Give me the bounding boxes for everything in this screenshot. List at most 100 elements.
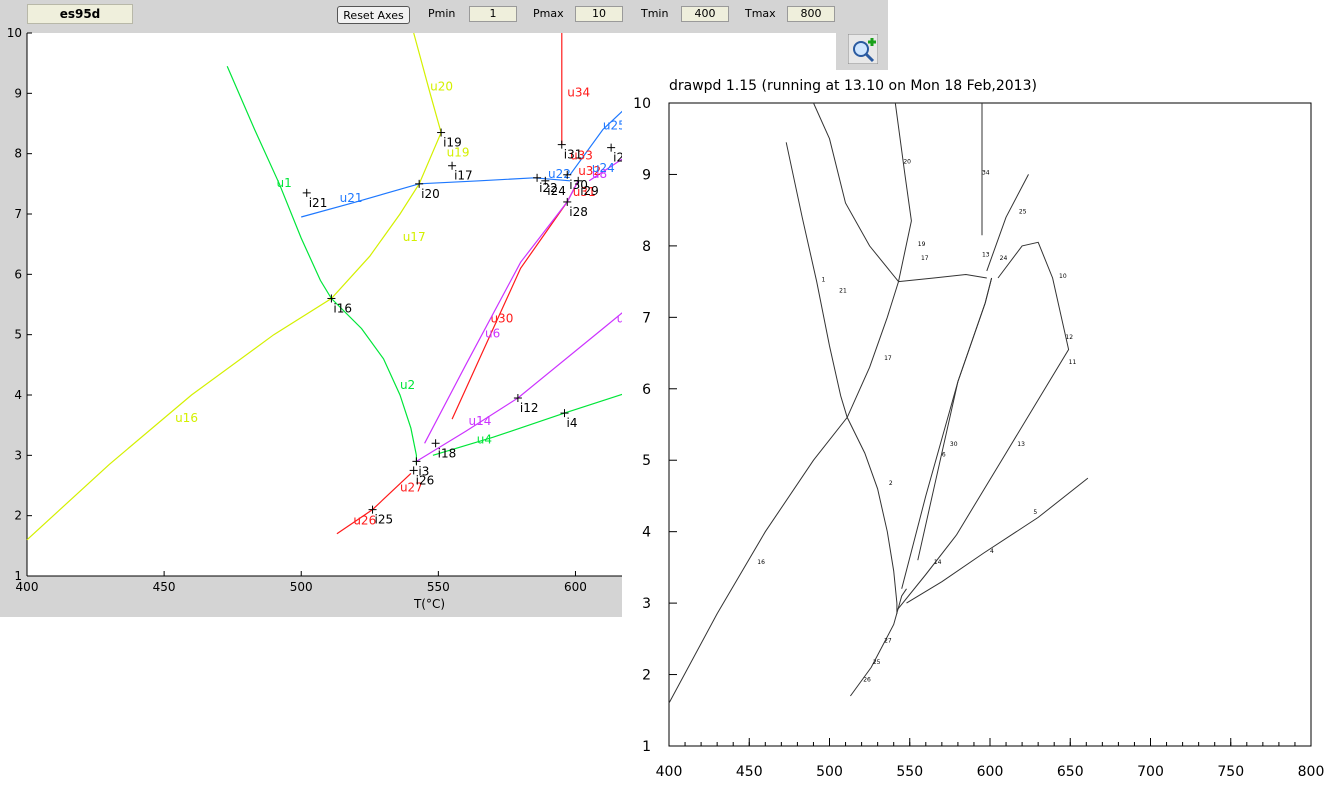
curve-label-u24: u24 [592, 161, 615, 175]
right-x-tick-label: 450 [736, 764, 763, 780]
curve-u1 [226, 65, 417, 465]
right-y-tick-label: 9 [642, 167, 651, 183]
right-curve-label: 16 [757, 559, 765, 566]
curve-u14 [416, 397, 519, 462]
right-x-tick-label: 500 [816, 764, 843, 780]
tmax-field[interactable]: 800 [787, 6, 835, 22]
right-curve-label: 4 [990, 548, 994, 555]
right-x-tick-label: 750 [1217, 764, 1244, 780]
right-y-tick-label: 8 [642, 239, 651, 255]
right-curve-1 [668, 102, 912, 704]
curve-label-u25: u25 [603, 119, 626, 133]
pmin-field[interactable]: 1 [469, 6, 517, 22]
right-x-tick-label: 800 [1298, 764, 1325, 780]
left-y-tick-label: 6 [14, 267, 22, 281]
curve-label-u27: u27 [400, 481, 423, 495]
left-y-tick-label: 5 [14, 328, 22, 342]
tmax-label: Tmax [745, 7, 776, 20]
right-x-tick-label: 400 [656, 764, 683, 780]
file-name-label: es95d [27, 4, 133, 24]
right-x-tick-label: 650 [1057, 764, 1084, 780]
right-curve-label: 1 [821, 277, 825, 284]
point-label-i16: i16 [333, 301, 352, 315]
left-x-axis-label: T(°C) [413, 597, 445, 611]
curve-label-u20: u20 [430, 79, 453, 93]
curve-label-u30: u30 [490, 312, 513, 326]
right-panel-background [622, 70, 1340, 789]
point-label-i29: i29 [580, 184, 599, 198]
point-label-i19: i19 [443, 136, 462, 150]
right-curve-label: 6 [942, 452, 946, 459]
right-curve-label: 10 [1059, 273, 1067, 280]
right-curve-7 [901, 277, 993, 589]
right-y-tick-label: 6 [642, 382, 651, 398]
point-label-i20: i20 [421, 187, 440, 201]
point-label-i24: i24 [547, 184, 566, 198]
right-x-tick-label: 550 [896, 764, 923, 780]
point-label-i26: i26 [416, 473, 435, 487]
right-curve-0 [785, 142, 898, 614]
right-curve-label: 19 [918, 241, 926, 248]
right-curve-3 [898, 273, 987, 283]
right-x-tick-label: 700 [1137, 764, 1164, 780]
pmax-field[interactable]: 10 [575, 6, 623, 22]
left-y-tick-label: 1 [14, 569, 22, 583]
left-x-tick-label: 550 [427, 580, 450, 594]
left-y-tick-label: 4 [14, 388, 22, 402]
right-curve-label: 12 [1065, 334, 1073, 341]
point-label-i3: i3 [418, 464, 429, 478]
right-curve-2 [813, 102, 899, 282]
right-y-tick-label: 10 [633, 96, 651, 112]
reset-axes-button[interactable]: Reset Axes [337, 6, 410, 24]
right-y-tick-label: 4 [642, 525, 651, 541]
curve-label-u32: u32 [578, 164, 601, 178]
left-x-tick-label: 500 [290, 580, 313, 594]
left-x-tick-label: 600 [564, 580, 587, 594]
point-label-i28: i28 [569, 205, 588, 219]
curve-label-u16: u16 [175, 411, 198, 425]
right-x-tick-label: 600 [977, 764, 1004, 780]
right-curve-label: 26 [863, 677, 871, 684]
curve-label-u8: u8 [592, 167, 607, 181]
left-x-tick-label: 450 [153, 580, 176, 594]
point-label-i12: i12 [520, 401, 539, 415]
curve-u6 [424, 180, 579, 444]
point-label-i18: i18 [438, 446, 457, 460]
right-curve-label: 25 [1019, 209, 1027, 216]
point-label-i31: i31 [564, 148, 583, 162]
curve-label-u33: u33 [570, 149, 593, 163]
curve-label-u26: u26 [353, 514, 376, 528]
point-label-i4: i4 [567, 416, 578, 430]
right-curve-label: 30 [950, 441, 958, 448]
right-curve-label: 17 [921, 255, 929, 262]
right-curve-label: 27 [884, 637, 892, 644]
right-y-tick-label: 5 [642, 453, 651, 469]
zoom-in-icon [847, 33, 879, 65]
left-y-tick-label: 3 [14, 448, 22, 462]
zoom-in-button[interactable] [847, 33, 879, 65]
curve-u16 [26, 32, 442, 541]
pmax-label: Pmax [533, 7, 564, 20]
left-y-tick-label: 10 [7, 26, 22, 40]
right-curve-11 [849, 588, 907, 697]
right-curve-label: 21 [839, 287, 847, 294]
curve-label-u4: u4 [477, 432, 492, 446]
pmin-label: Pmin [428, 7, 456, 20]
tmin-label: Tmin [641, 7, 669, 20]
right-curve-8 [955, 241, 1070, 536]
right-y-tick-label: 2 [642, 668, 651, 684]
curve-label-u1: u1 [277, 176, 292, 190]
right-curve-label: 14 [934, 559, 942, 566]
right-y-tick-label: 7 [642, 310, 651, 326]
point-label-i21: i21 [309, 196, 328, 210]
curve-label-u6: u6 [485, 327, 500, 341]
left-x-tick-label: 400 [16, 580, 39, 594]
right-y-tick-label: 1 [642, 739, 651, 755]
left-y-tick-label: 2 [14, 509, 22, 523]
curve-label-u34: u34 [567, 85, 590, 99]
right-curve-9 [896, 534, 957, 611]
tmin-field[interactable]: 400 [681, 6, 729, 22]
point-label-i25: i25 [375, 513, 394, 527]
right-curve-label: 11 [1069, 359, 1077, 366]
